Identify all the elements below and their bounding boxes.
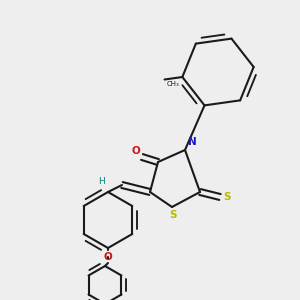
Text: H: H <box>98 176 105 185</box>
Text: S: S <box>223 192 230 202</box>
Text: O: O <box>103 252 112 262</box>
Text: N: N <box>188 137 197 147</box>
Text: O: O <box>131 146 140 156</box>
Text: CH₃: CH₃ <box>167 80 179 86</box>
Text: S: S <box>169 210 177 220</box>
